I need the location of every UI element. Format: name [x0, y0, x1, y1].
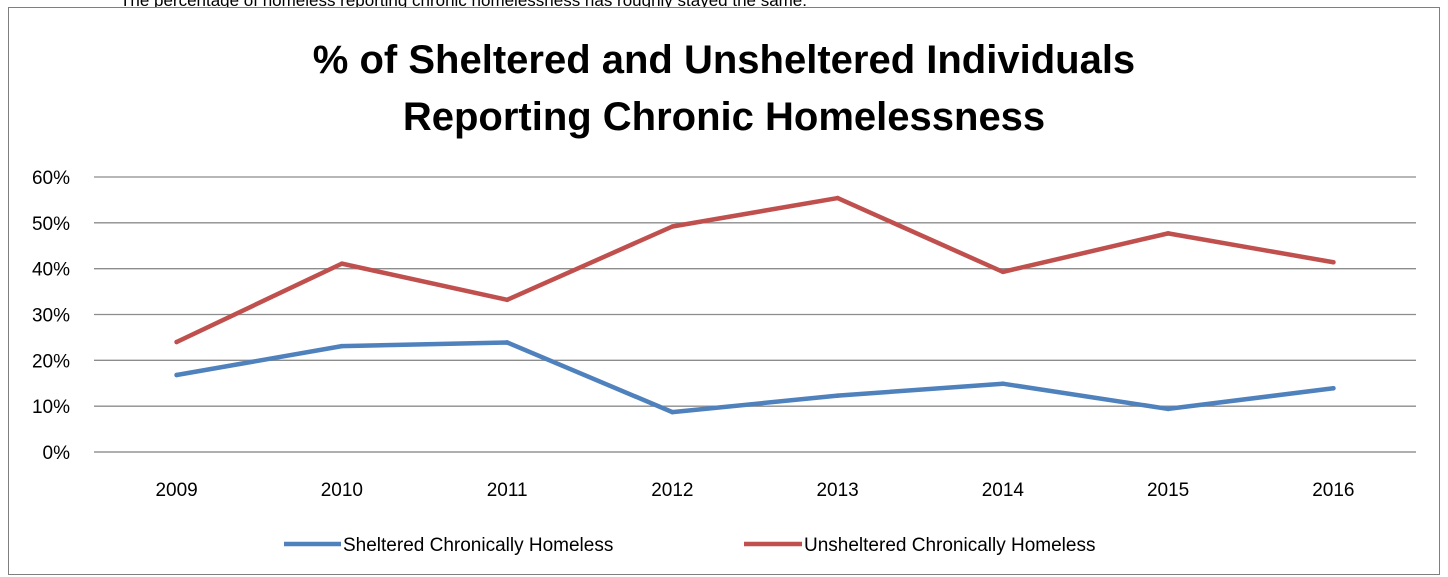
data-point [504, 297, 510, 303]
x-tick-label: 2012 [651, 480, 693, 501]
data-point [1331, 259, 1336, 265]
x-tick-label: 2011 [487, 480, 528, 501]
y-tick-label: 60% [32, 168, 70, 189]
legend-label: Unsheltered Chronically Homeless [804, 535, 1095, 556]
series-line-sheltered [174, 340, 1336, 415]
x-tick-label: 2016 [1312, 480, 1354, 501]
y-tick-label: 10% [32, 397, 70, 418]
data-point [1331, 385, 1336, 391]
x-tick-label: 2010 [321, 480, 363, 501]
data-point [504, 340, 510, 345]
y-tick-label: 50% [32, 214, 70, 235]
data-point [1000, 269, 1006, 275]
data-point [670, 409, 675, 415]
data-point [835, 393, 840, 398]
data-point [339, 261, 345, 266]
x-tick-label: 2015 [1147, 480, 1189, 501]
y-axis-ticks: 0% 10% 20% 30% 40% 50% 60% [32, 168, 70, 464]
data-point [1165, 406, 1171, 412]
x-axis-ticks: 2009 2010 2011 2012 2013 2014 2015 2016 [155, 480, 1354, 501]
data-point [1000, 381, 1006, 387]
legend: Sheltered Chronically Homeless Unsheltere… [284, 535, 1095, 556]
legend-label: Sheltered Chronically Homeless [343, 535, 613, 556]
chart-frame [8, 7, 1440, 575]
data-point [1165, 231, 1171, 236]
data-point [339, 343, 345, 349]
gridlines [94, 176, 1416, 453]
x-tick-label: 2009 [155, 480, 197, 501]
series-line-unsheltered [174, 195, 1336, 345]
top-text-snippet: The percentage of homeless reporting chr… [120, 0, 807, 10]
chart-title-line-2: Reporting Chronic Homelessness [403, 95, 1045, 139]
chart-title-line-1: % of Sheltered and Unsheltered Individua… [313, 38, 1135, 82]
y-tick-label: 40% [32, 260, 70, 281]
x-tick-label: 2014 [982, 480, 1025, 501]
data-point [174, 339, 179, 345]
data-point [835, 195, 840, 201]
y-tick-label: 0% [43, 443, 71, 464]
y-tick-label: 20% [32, 351, 70, 372]
x-tick-label: 2013 [816, 480, 858, 501]
y-tick-label: 30% [32, 306, 70, 327]
data-point [174, 372, 179, 378]
data-point [670, 224, 675, 229]
series-lines [174, 195, 1336, 415]
